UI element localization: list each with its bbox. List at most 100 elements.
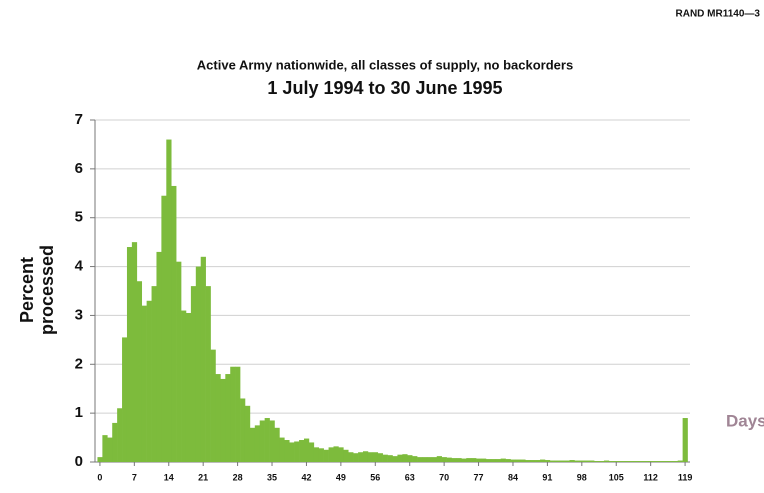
bar: [510, 459, 516, 462]
bar: [240, 398, 246, 462]
bar: [520, 459, 526, 462]
bar: [579, 460, 585, 462]
bar: [476, 458, 482, 462]
bar: [269, 420, 275, 462]
bar: [181, 310, 187, 462]
bar: [264, 418, 270, 462]
bar: [481, 458, 487, 462]
bar: [495, 459, 501, 462]
bar: [97, 457, 103, 462]
bar: [348, 452, 354, 462]
bar: [471, 458, 477, 462]
bar: [589, 460, 595, 462]
bar: [244, 405, 251, 462]
bar: [407, 455, 413, 462]
y-tick-label: 0: [75, 453, 83, 470]
bar: [485, 459, 492, 462]
bar: [505, 459, 511, 462]
bar: [540, 459, 546, 462]
bar: [451, 458, 457, 462]
bar: [254, 425, 261, 462]
bar: [279, 437, 285, 462]
bar: [185, 312, 192, 462]
bar: [677, 460, 683, 462]
bar: [618, 461, 624, 462]
bar: [530, 460, 536, 462]
bar: [362, 451, 369, 462]
bar: [584, 460, 590, 462]
y-tick-label: 3: [75, 306, 83, 323]
x-tick-label: 91: [542, 472, 552, 482]
bar: [215, 374, 221, 462]
y-tick-label: 4: [75, 258, 84, 275]
bar: [372, 452, 379, 462]
bar: [318, 448, 324, 462]
bar: [549, 460, 556, 462]
bar: [525, 460, 531, 462]
y-tick-label: 1: [75, 404, 83, 421]
bar: [112, 422, 118, 462]
x-tick-label: 112: [643, 472, 658, 482]
y-tick-label: 5: [75, 209, 83, 226]
bar: [117, 408, 123, 462]
x-tick-label: 49: [336, 472, 346, 482]
bar: [623, 461, 629, 462]
bar: [156, 251, 162, 462]
bar: [151, 286, 157, 462]
chart-title: Active Army nationwide, all classes of s…: [197, 57, 573, 72]
bar: [446, 457, 452, 462]
bar: [107, 437, 113, 462]
bar: [613, 461, 619, 462]
bar: [490, 459, 497, 462]
bar: [377, 453, 383, 462]
bar: [461, 458, 467, 462]
x-tick-label: 63: [405, 472, 415, 482]
bar: [628, 461, 634, 462]
bar: [648, 461, 654, 462]
x-tick-label: 119: [678, 472, 693, 482]
bar: [441, 457, 447, 462]
bar: [466, 458, 472, 462]
bar: [328, 447, 334, 462]
bar: [126, 247, 133, 462]
y-tick-label: 2: [75, 355, 83, 372]
bar: [230, 366, 236, 462]
x-tick-label: 77: [474, 472, 484, 482]
chart-subtitle: 1 July 1994 to 30 June 1995: [267, 78, 502, 98]
bar: [658, 461, 664, 462]
x-axis-label: Days: [726, 411, 764, 430]
bar: [190, 286, 197, 462]
bar: [122, 337, 128, 462]
bar: [544, 460, 551, 462]
bar: [682, 418, 688, 462]
bar: [574, 460, 580, 462]
x-tick-label: 0: [97, 472, 102, 482]
bar: [672, 461, 679, 462]
bar: [195, 266, 202, 462]
bar: [412, 456, 418, 462]
bar: [417, 457, 423, 462]
bar: [141, 305, 147, 462]
bar: [353, 453, 359, 462]
x-tick-label: 14: [164, 472, 174, 482]
bar: [387, 455, 393, 462]
x-tick-label: 105: [609, 472, 624, 482]
bar: [259, 420, 265, 462]
bar: [392, 456, 398, 462]
bar: [456, 458, 462, 462]
bar: [667, 461, 674, 462]
bar: [343, 449, 349, 462]
bar: [303, 438, 310, 462]
bar: [515, 459, 521, 462]
bar: [638, 461, 644, 462]
bar: [633, 461, 639, 462]
bar: [397, 454, 403, 462]
bar: [431, 457, 438, 462]
bar: [603, 460, 610, 462]
bar: [554, 460, 560, 462]
x-tick-label: 42: [301, 472, 311, 482]
x-tick-label: 84: [508, 472, 518, 482]
bar: [210, 349, 216, 462]
